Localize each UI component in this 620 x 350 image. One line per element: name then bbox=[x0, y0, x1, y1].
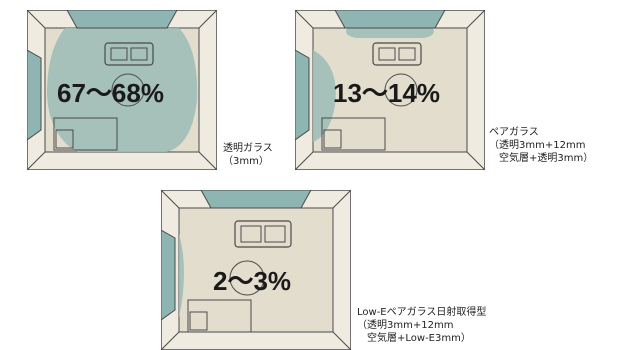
caption-line: 空気層+透明3mm） bbox=[489, 153, 594, 164]
round-table bbox=[111, 73, 145, 107]
bed bbox=[187, 299, 252, 333]
caption-line: ペアガラス bbox=[489, 127, 539, 138]
sofa bbox=[104, 42, 154, 66]
bed bbox=[53, 117, 118, 151]
heat-percentage: 67〜68% bbox=[57, 78, 164, 108]
room-single-glass: 67〜68% bbox=[27, 10, 217, 170]
heat-area bbox=[47, 28, 198, 152]
heat-area bbox=[346, 28, 434, 38]
left-window bbox=[161, 229, 176, 321]
room-low-e-glass-plan bbox=[161, 190, 351, 350]
heat-percentage: 13〜14% bbox=[333, 78, 440, 108]
room-single-glass-plan bbox=[27, 10, 217, 170]
round-table bbox=[229, 260, 265, 296]
bed bbox=[321, 117, 386, 151]
caption-single-glass: 透明ガラス （3mm） bbox=[223, 142, 273, 168]
sofa bbox=[372, 42, 422, 66]
top-window bbox=[334, 10, 446, 29]
heat-area bbox=[313, 50, 336, 142]
caption-line: 透明ガラス bbox=[223, 143, 273, 154]
caption-line: （透明3mm+12mm bbox=[489, 140, 586, 151]
left-window bbox=[295, 49, 310, 141]
caption-line: （透明3mm+12mm bbox=[357, 320, 454, 331]
room-pair-glass-plan bbox=[295, 10, 485, 170]
room-pair-glass: 13〜14% bbox=[295, 10, 485, 170]
caption-pair-glass: ペアガラス （透明3mm+12mm 空気層+透明3mm） bbox=[489, 126, 593, 165]
left-window bbox=[27, 49, 42, 141]
heat-percentage: 2〜3% bbox=[213, 266, 292, 296]
round-table bbox=[384, 73, 418, 107]
top-window bbox=[66, 10, 178, 29]
caption-line: Low-Eペアガラス日射取得型 bbox=[357, 307, 487, 318]
caption-line: 空気層+Low-E3mm） bbox=[357, 333, 471, 344]
top-window bbox=[200, 190, 312, 209]
caption-line: （3mm） bbox=[223, 156, 269, 167]
caption-low-e-glass: Low-Eペアガラス日射取得型 （透明3mm+12mm 空気層+Low-E3mm… bbox=[357, 306, 486, 345]
heat-area bbox=[179, 234, 184, 318]
sofa bbox=[234, 220, 292, 248]
room-low-e-glass: 2〜3% bbox=[161, 190, 351, 350]
